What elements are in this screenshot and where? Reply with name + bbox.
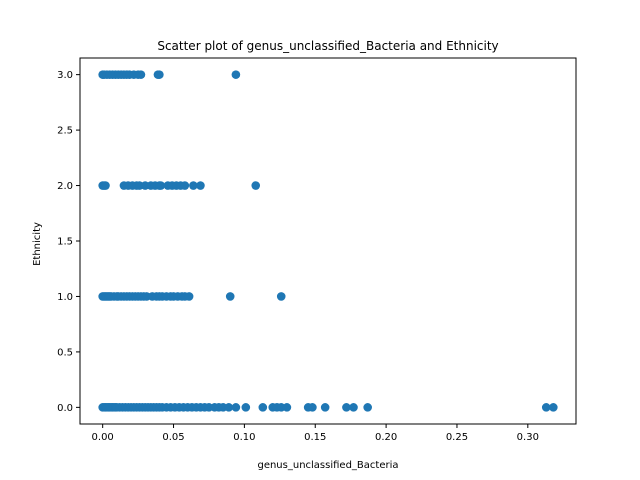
data-point bbox=[231, 403, 241, 412]
data-point bbox=[258, 403, 268, 412]
y-tick-label: 1.5 bbox=[57, 237, 73, 248]
data-point bbox=[224, 403, 234, 412]
data-point bbox=[320, 403, 330, 412]
x-axis-label: genus_unclassified_Bacteria bbox=[257, 460, 398, 471]
y-tick-label: 0.5 bbox=[57, 347, 73, 358]
y-tick-label: 3.0 bbox=[57, 70, 73, 81]
y-tick-label: 0.0 bbox=[57, 403, 73, 414]
data-point bbox=[189, 181, 198, 190]
data-points bbox=[98, 70, 558, 412]
data-point bbox=[349, 403, 358, 412]
data-point bbox=[282, 403, 292, 412]
data-point bbox=[101, 181, 110, 190]
data-point bbox=[156, 181, 166, 190]
data-point bbox=[308, 403, 317, 412]
data-point bbox=[541, 403, 551, 412]
data-point bbox=[180, 181, 190, 190]
data-point bbox=[241, 403, 251, 412]
x-tick-label: 0.25 bbox=[446, 432, 468, 443]
data-point bbox=[342, 403, 351, 412]
x-tick-label: 0.10 bbox=[233, 432, 255, 443]
y-tick-label: 1.0 bbox=[57, 292, 73, 303]
data-point bbox=[549, 403, 558, 412]
data-point bbox=[363, 403, 372, 412]
data-point bbox=[196, 181, 205, 190]
x-tick-label: 0.15 bbox=[304, 432, 326, 443]
y-axis-label: Ethnicity bbox=[32, 222, 43, 266]
data-point bbox=[231, 70, 241, 79]
x-tick-label: 0.00 bbox=[92, 432, 114, 443]
data-point bbox=[155, 70, 164, 79]
data-point bbox=[225, 292, 235, 301]
x-tick-label: 0.30 bbox=[517, 432, 539, 443]
x-axis-ticks: 0.00 0.05 0.10 0.15 0.20 0.25 0.30 bbox=[92, 424, 539, 443]
y-axis-ticks: 0.0 0.5 1.0 1.5 2.0 2.5 3.0 bbox=[57, 70, 80, 414]
data-point bbox=[184, 292, 194, 301]
y-tick-label: 2.0 bbox=[57, 181, 73, 192]
x-tick-label: 0.05 bbox=[162, 432, 184, 443]
data-point bbox=[251, 181, 261, 190]
y-tick-label: 2.5 bbox=[57, 126, 73, 137]
data-point bbox=[276, 292, 286, 301]
chart-title: Scatter plot of genus_unclassified_Bacte… bbox=[157, 39, 498, 53]
x-tick-label: 0.20 bbox=[375, 432, 397, 443]
data-point bbox=[136, 70, 146, 79]
